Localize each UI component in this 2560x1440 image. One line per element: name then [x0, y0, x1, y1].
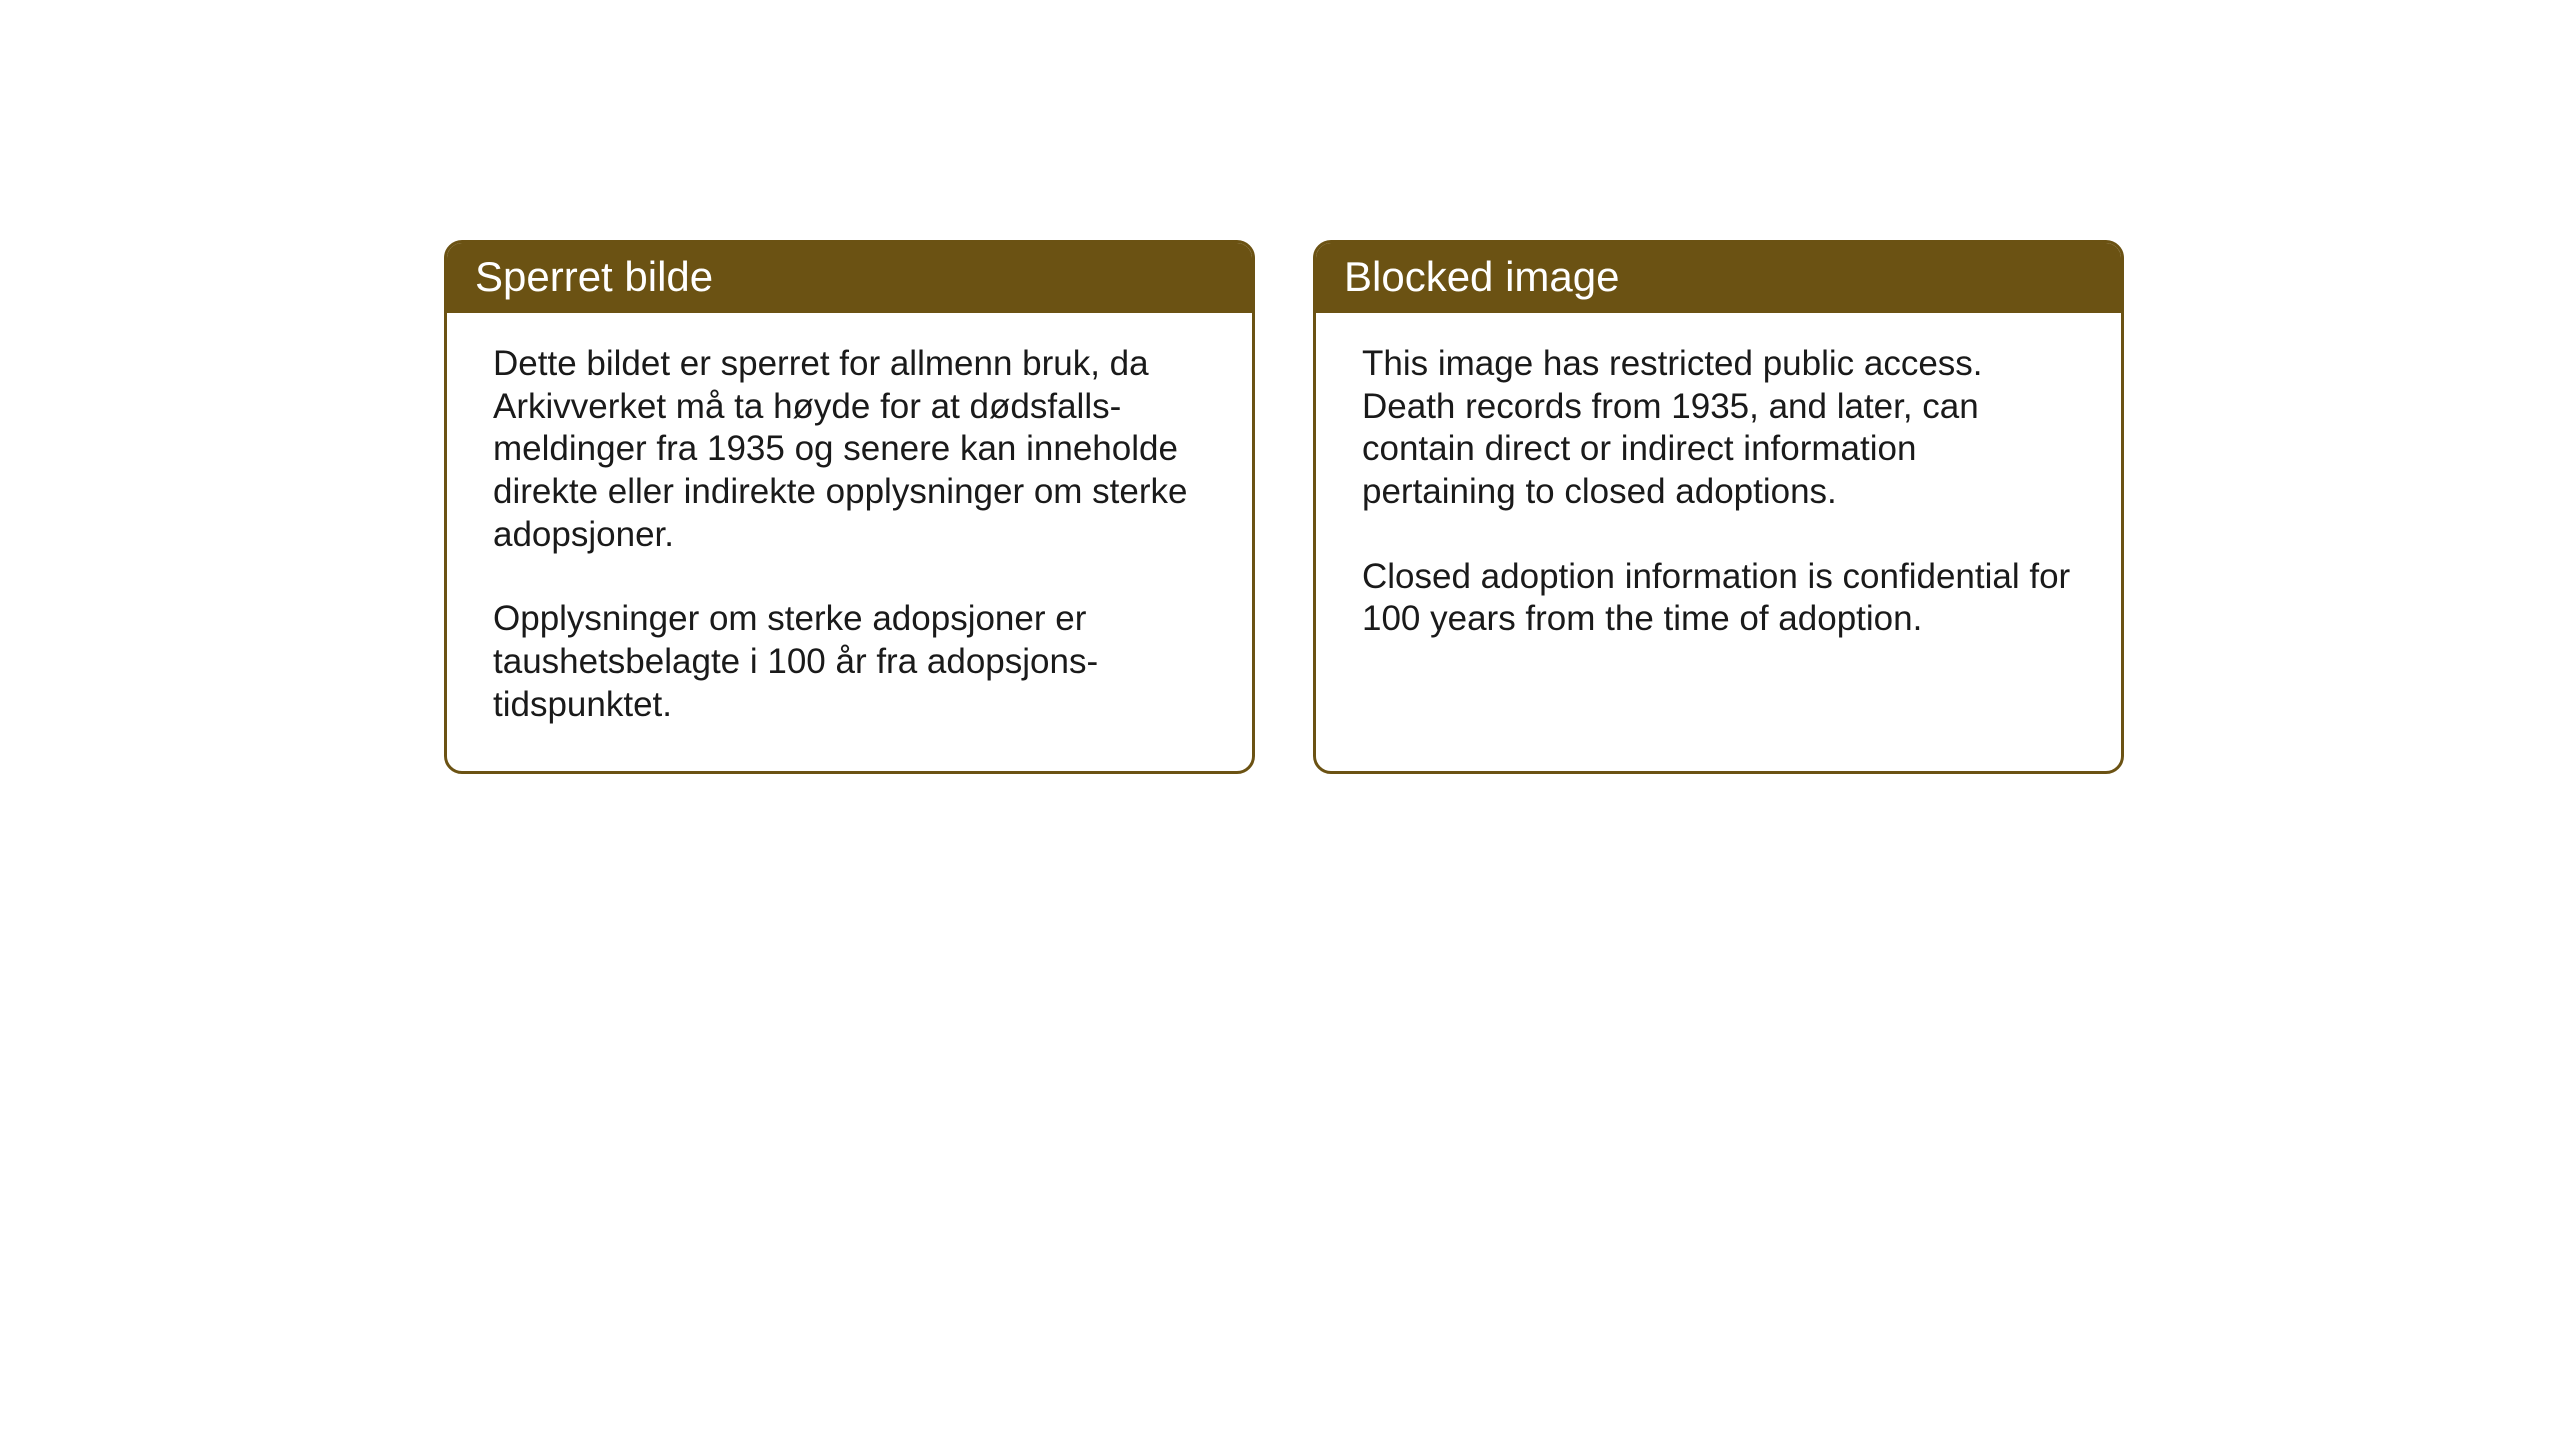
- paragraph-1-norwegian: Dette bildet er sperret for allmenn bruk…: [493, 343, 1210, 556]
- card-header-norwegian: Sperret bilde: [447, 243, 1252, 313]
- card-body-english: This image has restricted public access.…: [1316, 313, 2121, 685]
- card-body-norwegian: Dette bildet er sperret for allmenn bruk…: [447, 313, 1252, 771]
- paragraph-2-norwegian: Opplysninger om sterke adopsjoner er tau…: [493, 598, 1210, 726]
- notice-cards-container: Sperret bilde Dette bildet er sperret fo…: [444, 240, 2124, 774]
- notice-card-norwegian: Sperret bilde Dette bildet er sperret fo…: [444, 240, 1255, 774]
- card-header-english: Blocked image: [1316, 243, 2121, 313]
- paragraph-2-english: Closed adoption information is confident…: [1362, 556, 2079, 641]
- paragraph-1-english: This image has restricted public access.…: [1362, 343, 2079, 514]
- notice-card-english: Blocked image This image has restricted …: [1313, 240, 2124, 774]
